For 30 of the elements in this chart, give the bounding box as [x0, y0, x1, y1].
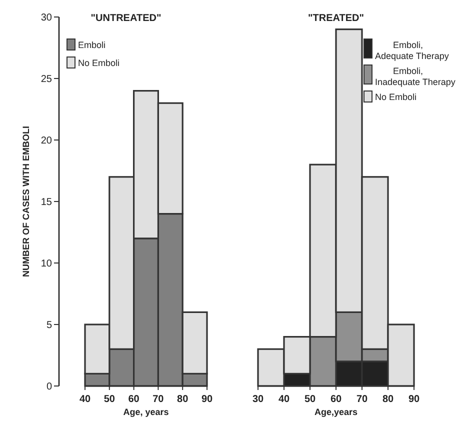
x-axis-title: Age, years — [123, 407, 169, 417]
y-tick-label: 25 — [40, 74, 52, 85]
x-tick-label: 40 — [278, 394, 290, 405]
y-tick-label: 0 — [46, 382, 52, 392]
legend-label: Emboli, Adequate Therapy — [375, 40, 450, 61]
x-tick-label: 70 — [152, 394, 164, 405]
x-tick-label: 30 — [252, 394, 264, 405]
x-tick-label: 80 — [382, 394, 394, 405]
y-axis-title: NUMBER OF CASES WITH EMBOLI — [21, 126, 31, 277]
x-tick-label: 50 — [304, 394, 316, 405]
y-tick-label: 5 — [46, 320, 52, 331]
legend-label: No Emboli — [78, 58, 120, 68]
x-tick-label: 50 — [104, 394, 116, 405]
x-tick-label: 70 — [356, 394, 368, 405]
legend-label: Emboli — [78, 40, 106, 50]
x-tick-label: 60 — [330, 394, 342, 405]
x-tick-label: 90 — [408, 394, 420, 405]
y-tick-label: 10 — [40, 258, 52, 270]
x-tick-label: 60 — [128, 394, 140, 405]
x-axis-title: Age,years — [314, 407, 358, 417]
x-tick-label: 80 — [177, 394, 189, 405]
y-tick-label: 30 — [40, 12, 52, 24]
legend-label: No Emboli — [375, 92, 417, 102]
x-tick-label: 40 — [79, 394, 91, 405]
x-tick-label: 90 — [201, 394, 213, 405]
chart-title: "UNTREATED" — [90, 13, 162, 24]
y-tick-label: 20 — [40, 136, 52, 146]
y-tick-label: 15 — [40, 197, 52, 208]
chart-title: "TREATED" — [308, 13, 364, 24]
legend-label: Emboli, Inadequate Therapy — [375, 66, 456, 87]
